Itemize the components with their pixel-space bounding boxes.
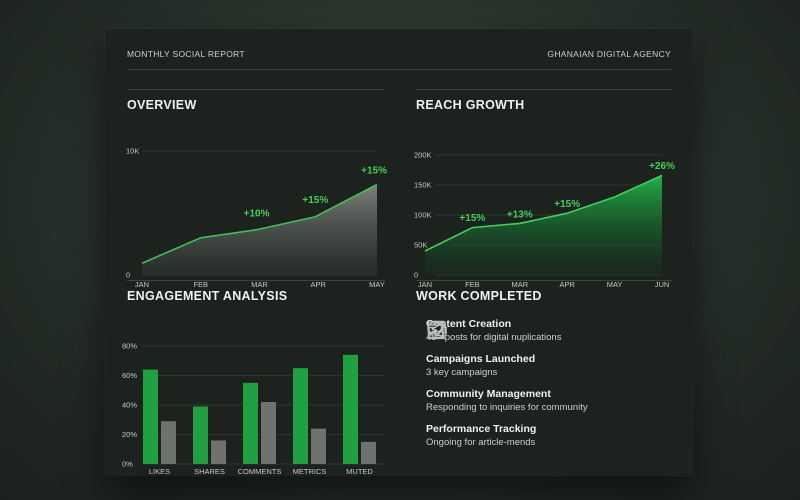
x-tick-label: LIKES	[149, 467, 170, 476]
y-tick-label: 80%	[122, 342, 137, 351]
bar	[211, 440, 226, 464]
work-item-desc: Responding to inquiries for community	[426, 402, 588, 413]
report-title: MONTHLY SOCIAL REPORT	[127, 49, 245, 59]
bar	[161, 421, 176, 464]
bar	[311, 428, 326, 464]
y-tick-label: 60%	[122, 371, 137, 380]
x-tick-label: SHARES	[194, 467, 225, 476]
bar	[143, 369, 158, 464]
bar	[343, 354, 358, 464]
reach-title: REACH GROWTH	[416, 98, 525, 112]
growth-annotation: +15%	[361, 165, 387, 176]
overview-divider	[127, 89, 385, 90]
y-tick-label: 200K	[414, 151, 432, 160]
work-title: WORK COMPLETED	[416, 289, 542, 303]
overview-panel: OVERVIEW 0 10K JAN FEB MAR APR MAY +10% +15% +15%	[126, 89, 387, 290]
growth-annotation: +13%	[507, 209, 533, 220]
y-tick-label: 150K	[414, 181, 432, 190]
report-card: MONTHLY SOCIAL REPORT GHANAIAN DIGITAL A…	[105, 29, 693, 476]
growth-annotation: +15%	[554, 199, 580, 210]
agency-name: GHANAIAN DIGITAL AGENCY	[547, 49, 671, 59]
growth-annotation: +15%	[459, 213, 485, 224]
x-tick-label: MAR	[511, 280, 528, 289]
growth-annotation: +26%	[649, 161, 675, 172]
x-tick-label: MUTED	[346, 467, 373, 476]
reach-chart: 0 50K 100K 150K 200K JAN FEB MAR APR MAY JUN +15% +1…	[414, 151, 675, 290]
work-item-title: Performance Tracking	[426, 423, 537, 435]
engagement-panel: ENGAGEMENT ANALYSIS 0% 20% 40% 60% 80% LIKES S…	[122, 280, 385, 476]
work-item-desc: 3 key campaigns	[426, 367, 498, 378]
x-tick-label: JAN	[135, 280, 149, 289]
series-line	[141, 183, 378, 264]
work-item: Content Creation 45+ posts for digital n…	[426, 318, 686, 353]
overview-title: OVERVIEW	[127, 98, 197, 112]
bar	[293, 368, 308, 464]
x-tick-label: METRICS	[293, 467, 327, 476]
x-tick-label: JAN	[418, 280, 432, 289]
x-tick-label: JUN	[655, 280, 670, 289]
growth-annotation: +10%	[244, 209, 270, 220]
work-item-title: Campaigns Launched	[426, 353, 536, 365]
y-tick-label: 0	[414, 271, 418, 280]
header-divider	[127, 69, 671, 70]
x-tick-label: FEB	[465, 280, 480, 289]
work-item-title: Content Creation	[426, 318, 512, 330]
reach-divider	[416, 89, 672, 90]
y-tick-label: 20%	[122, 430, 137, 439]
work-item: Campaigns Launched 3 key campaigns	[426, 321, 686, 388]
bar	[361, 441, 376, 464]
y-tick-label: 0%	[122, 460, 133, 469]
work-item-desc: 45+ posts for digital nuplications	[426, 332, 562, 343]
engagement-title: ENGAGEMENT ANALYSIS	[127, 289, 288, 303]
x-tick-label: APR	[559, 280, 575, 289]
x-tick-label: MAR	[251, 280, 268, 289]
area-fill	[425, 175, 662, 275]
x-tick-label: COMMENTS	[238, 467, 282, 476]
bar	[193, 406, 208, 464]
x-tick-label: MAY	[607, 280, 623, 289]
x-tick-label: MAY	[369, 280, 385, 289]
growth-annotation: +15%	[302, 195, 328, 206]
work-item-title: Community Management	[426, 388, 551, 400]
reach-panel: REACH GROWTH 0 50K 100K 150K 200K JAN FEB MAR AP…	[414, 89, 675, 290]
work-panel: WORK COMPLETED Content Creation 45+ post…	[416, 280, 672, 460]
work-item: Community Management Responding to inqui…	[426, 322, 686, 423]
y-tick-label: 100K	[414, 211, 432, 220]
y-tick-label: 40%	[122, 401, 137, 410]
series-line	[424, 174, 663, 252]
engagement-chart: 0% 20% 40% 60% 80% LIKES SHARES COMMENTS METRICS…	[122, 342, 385, 476]
work-item: Performance Tracking Ongoing for article…	[426, 321, 686, 458]
y-tick-label: 0	[126, 271, 130, 280]
y-tick-label: 10K	[126, 147, 139, 156]
engagement-divider	[127, 280, 385, 281]
bar	[261, 402, 276, 464]
x-tick-label: APR	[311, 280, 327, 289]
y-tick-label: 50K	[414, 241, 427, 250]
work-divider	[416, 280, 672, 281]
bar	[243, 382, 258, 464]
x-tick-label: FEB	[193, 280, 208, 289]
work-item-desc: Ongoing for article-mends	[426, 437, 536, 448]
trend-chart-icon	[427, 321, 446, 340]
report-header: MONTHLY SOCIAL REPORT GHANAIAN DIGITAL A…	[127, 49, 671, 59]
work-list: Content Creation 45+ posts for digital n…	[426, 318, 686, 458]
overview-chart: 0 10K JAN FEB MAR APR MAY +10% +15% +15%	[126, 147, 387, 290]
